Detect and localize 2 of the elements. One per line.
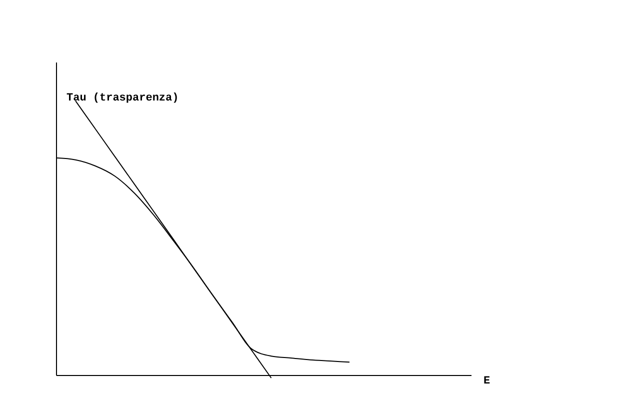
x-axis-title: E	[484, 376, 490, 388]
y-axis-title: Tau (trasparenza)	[66, 92, 179, 104]
